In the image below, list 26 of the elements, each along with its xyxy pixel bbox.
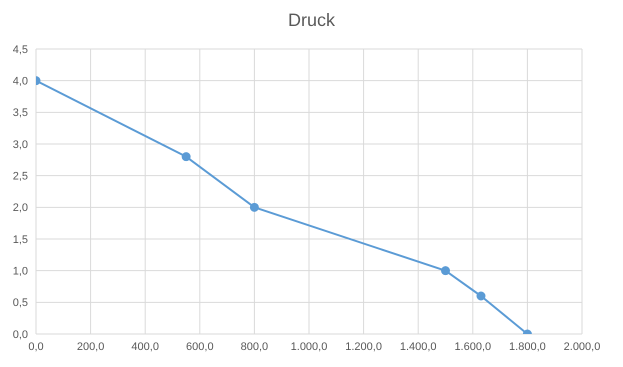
point — [441, 266, 450, 276]
x-tick-label: 2.000,0 — [564, 340, 600, 353]
y-tick-label: 2,5 — [12, 170, 28, 183]
y-tick-label: 4,5 — [12, 44, 28, 56]
y-tick-label: 3,0 — [12, 138, 28, 151]
y-tick-label: 3,5 — [12, 107, 28, 120]
x-tick-label: 1.800,0 — [509, 340, 546, 353]
y-tick-label: 0,0 — [12, 328, 28, 341]
y-tick-label: 4,0 — [12, 76, 28, 88]
x-tick-label: 800,0 — [240, 340, 268, 353]
point — [182, 152, 191, 162]
x-tick-label: 0,0 — [28, 340, 44, 353]
y-tick-label: 2,0 — [12, 202, 28, 214]
x-tick-label: 1.600,0 — [454, 340, 492, 353]
chart-title: Druck — [286, 10, 336, 31]
y-tick-label: 1,0 — [12, 266, 28, 278]
x-tick-label: 200,0 — [76, 340, 104, 353]
point — [476, 292, 486, 300]
x-tick-label: 1.000,0 — [290, 340, 328, 353]
x-tick-label: 1.400,0 — [400, 340, 437, 353]
y-tick-label: 1,5 — [12, 234, 28, 246]
y-tick-label: 0,5 — [12, 297, 28, 310]
x-tick-label: 1.200,0 — [345, 340, 382, 353]
point — [250, 202, 259, 212]
x-tick-label: 600,0 — [186, 340, 214, 353]
x-tick-label: 400,0 — [131, 340, 159, 353]
